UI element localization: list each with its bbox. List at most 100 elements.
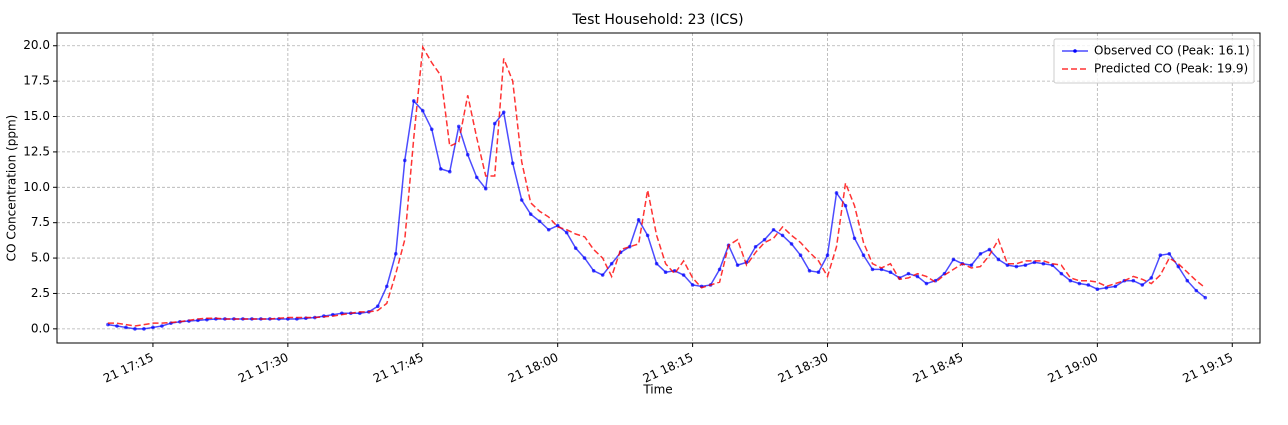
y-tick-label: 2.5 xyxy=(31,286,50,300)
data-point xyxy=(492,121,497,126)
data-point xyxy=(1149,276,1154,280)
data-point xyxy=(115,324,119,328)
x-axis-label: Time xyxy=(642,383,672,397)
y-axis-label: CO Concentration (ppm) xyxy=(5,115,19,262)
data-point xyxy=(834,191,839,195)
data-point xyxy=(1131,278,1136,283)
y-tick-label: 12.5 xyxy=(23,144,50,158)
data-point xyxy=(762,237,767,242)
data-point xyxy=(906,271,911,276)
data-point xyxy=(969,263,974,267)
data-point xyxy=(996,257,1001,262)
legend-box xyxy=(1053,38,1255,84)
data-point xyxy=(1077,281,1082,286)
data-point xyxy=(384,284,389,289)
data-point xyxy=(1104,285,1109,290)
data-point xyxy=(456,124,461,129)
y-tick-label: 17.5 xyxy=(23,74,50,88)
data-point xyxy=(1140,283,1145,287)
data-point xyxy=(376,304,380,308)
x-tick-label: 21 19:15 xyxy=(1180,350,1235,385)
data-point xyxy=(798,253,803,258)
data-point xyxy=(546,227,551,232)
data-point xyxy=(142,327,146,331)
data-point xyxy=(771,227,776,232)
data-point xyxy=(843,203,848,208)
data-point xyxy=(447,169,452,174)
data-point xyxy=(1113,284,1118,289)
data-point xyxy=(663,270,668,275)
data-point xyxy=(537,219,542,224)
data-point xyxy=(825,253,830,258)
y-tick-label: 7.5 xyxy=(31,215,50,229)
data-point xyxy=(600,273,605,277)
legend-marker xyxy=(1073,49,1077,53)
data-point xyxy=(402,158,407,163)
data-point xyxy=(654,261,659,266)
data-point xyxy=(717,267,722,272)
data-point xyxy=(1158,253,1163,258)
data-point xyxy=(753,244,758,249)
data-point xyxy=(1194,288,1199,293)
x-tick-label: 21 19:00 xyxy=(1046,350,1101,385)
data-line xyxy=(107,44,1206,327)
plot-frame xyxy=(56,32,1261,344)
data-point xyxy=(1185,278,1190,283)
data-point xyxy=(735,263,740,267)
data-point xyxy=(438,167,443,171)
x-tick-label: 21 18:00 xyxy=(506,350,561,385)
legend: Observed CO (Peak: 16.1) Predicted CO (Pe… xyxy=(1053,38,1255,84)
data-point xyxy=(510,161,515,166)
y-tick-label: 10.0 xyxy=(23,180,50,194)
data-point xyxy=(465,152,470,157)
data-point xyxy=(816,270,821,275)
data-point xyxy=(555,223,560,228)
y-tick-label: 15.0 xyxy=(23,109,50,123)
data-point xyxy=(879,267,884,272)
data-point xyxy=(807,269,812,273)
data-point xyxy=(636,218,641,222)
legend-label: Predicted CO (Peak: 19.9) xyxy=(1094,62,1248,76)
data-point xyxy=(591,269,596,273)
data-point xyxy=(1041,261,1046,266)
data-point xyxy=(924,281,929,286)
data-point xyxy=(780,233,785,238)
data-point xyxy=(915,274,920,279)
data-point xyxy=(564,230,569,235)
data-point xyxy=(519,198,524,202)
data-point xyxy=(411,99,416,103)
data-point xyxy=(609,261,614,266)
data-point xyxy=(420,109,425,113)
y-tick-label: 5.0 xyxy=(31,251,50,265)
x-tick-label: 21 17:15 xyxy=(101,350,156,385)
data-point xyxy=(483,186,488,191)
data-point xyxy=(951,257,956,262)
chart-title: Test Household: 23 (ICS) xyxy=(571,12,743,28)
data-point xyxy=(645,233,650,238)
data-point xyxy=(528,212,533,216)
data-point xyxy=(1086,283,1091,287)
x-tick-label: 21 17:45 xyxy=(371,350,426,385)
x-tick-label: 21 18:30 xyxy=(776,350,831,385)
data-point xyxy=(681,273,686,277)
data-point xyxy=(501,110,506,115)
legend-label: Observed CO (Peak: 16.1) xyxy=(1094,44,1250,58)
data-point xyxy=(888,270,893,275)
data-point xyxy=(160,324,164,328)
data-point xyxy=(573,246,578,250)
data-point xyxy=(1014,264,1019,269)
y-tick-label: 0.0 xyxy=(31,321,50,335)
data-point xyxy=(151,325,155,330)
data-point xyxy=(124,325,128,330)
data-point xyxy=(987,247,992,252)
data-point xyxy=(690,283,695,287)
data-point xyxy=(870,267,875,272)
data-point xyxy=(582,256,587,260)
data-point xyxy=(393,252,398,256)
x-tick-label: 21 17:30 xyxy=(236,350,291,385)
data-line xyxy=(107,99,1206,330)
data-point xyxy=(1059,271,1064,276)
data-point xyxy=(429,127,434,132)
